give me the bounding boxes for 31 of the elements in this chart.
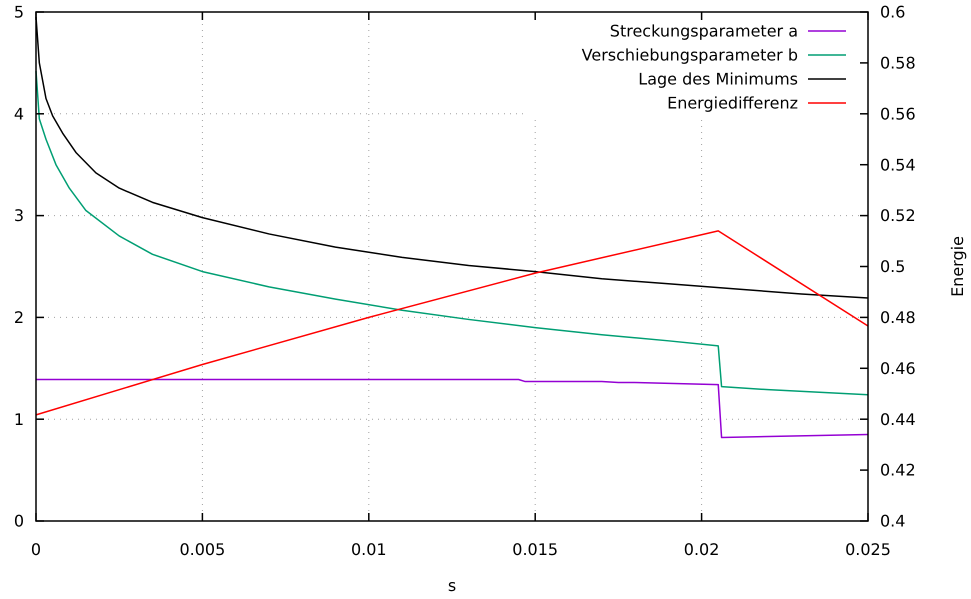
legend-label: Energiedifferenz — [667, 94, 798, 113]
y-tick-label: 5 — [14, 2, 24, 22]
y2-tick-label: 0.52 — [880, 206, 916, 226]
y2-tick-label: 0.56 — [880, 104, 916, 124]
x-tick-label: 0.02 — [684, 540, 720, 559]
x-tick-label: 0.015 — [512, 540, 558, 559]
x-tick-label: 0.005 — [179, 540, 226, 559]
y-tick-label: 4 — [14, 104, 24, 124]
y2-tick-label: 0.42 — [880, 460, 916, 480]
y2-tick-label: 0.46 — [880, 358, 916, 378]
y2-tick-label: 0.44 — [880, 410, 916, 429]
x-axis-title: s — [448, 576, 456, 595]
y2-axis-title: Energie — [948, 236, 967, 297]
y2-tick-label: 0.6 — [880, 2, 906, 22]
y-tick-label: 2 — [14, 308, 24, 327]
y2-tick-label: 0.54 — [880, 155, 916, 174]
x-tick-label: 0 — [30, 540, 42, 559]
legend-label: Verschiebungsparameter b — [582, 46, 798, 65]
y-tick-label: 3 — [14, 206, 24, 226]
y2-tick-label: 0.58 — [880, 54, 916, 72]
x-tick-label: 0.01 — [350, 540, 387, 559]
y2-tick-label: 0.4 — [880, 512, 906, 531]
line-series — [35, 230, 869, 416]
y2-tick-label: 0.5 — [880, 257, 906, 276]
legend-label: Lage des Minimums — [638, 70, 798, 89]
legend-label: Streckungsparameter a — [610, 22, 798, 41]
line-series — [35, 378, 869, 438]
y2-tick-label: 0.48 — [880, 308, 916, 327]
y-tick-label: 0 — [14, 512, 24, 531]
y-tick-label: 1 — [14, 410, 24, 429]
x-tick-label: 0.025 — [845, 540, 891, 559]
